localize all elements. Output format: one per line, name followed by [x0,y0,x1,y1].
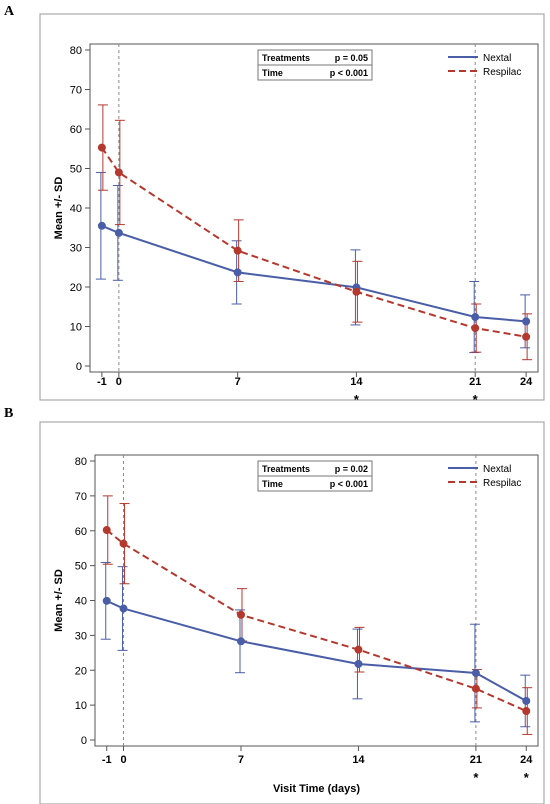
stats-p-value: p = 0.05 [335,53,368,63]
data-point [522,317,531,326]
y-tick-label: 50 [75,561,87,573]
x-tick-label: 24 [520,754,533,766]
panel-label-a: A [4,4,15,19]
data-point [233,246,242,255]
data-point [471,324,480,333]
y-tick-label: 20 [70,282,82,294]
significance-mark: * [473,770,479,785]
y-axis-title: Mean +/- SD [53,177,65,240]
x-tick-label: 21 [470,754,482,766]
data-point [119,604,128,613]
panel-label-b: B [4,406,14,421]
x-axis-title: Visit Time (days) [273,783,360,795]
legend-label: Nextal [483,464,511,475]
y-tick-label: 10 [70,322,82,334]
stats-label: Treatments [262,464,310,474]
stats-label: Time [262,68,283,78]
significance-mark: * [473,392,479,402]
x-tick-label: 24 [520,376,533,388]
x-tick-label: 14 [350,376,363,388]
y-tick-label: 30 [75,630,87,642]
y-axis-title: Mean +/- SD [53,569,65,632]
stats-label: Treatments [262,53,310,63]
y-tick-label: 50 [70,164,82,176]
y-tick-label: 0 [76,361,82,373]
y-tick-label: 60 [75,526,87,538]
stats-p-value: p < 0.001 [330,68,368,78]
data-point [97,143,106,152]
data-point [114,228,123,237]
y-tick-label: 10 [75,700,87,712]
x-tick-label: -1 [102,754,112,766]
data-point [102,596,111,605]
x-tick-label: 0 [116,376,122,388]
data-point [354,645,363,654]
data-point [471,684,480,693]
y-tick-label: 60 [70,124,82,136]
data-point [102,526,111,535]
data-point [471,313,480,322]
x-tick-label: -1 [97,376,107,388]
y-tick-label: 70 [75,491,87,503]
stats-p-value: p = 0.02 [335,464,368,474]
x-tick-label: 21 [469,376,481,388]
x-tick-label: 14 [352,754,365,766]
y-tick-label: 30 [70,243,82,255]
y-tick-label: 40 [75,596,87,608]
data-point [471,669,480,678]
y-tick-label: 70 [70,85,82,97]
y-tick-label: 40 [70,203,82,215]
significance-mark: * [524,770,530,785]
data-point [522,332,531,341]
y-tick-label: 20 [75,665,87,677]
x-tick-label: 0 [120,754,126,766]
data-point [236,610,245,619]
x-tick-label: 7 [238,754,244,766]
data-point [119,539,128,548]
data-point [233,268,242,277]
significance-mark: * [354,392,360,402]
data-point [522,707,531,716]
line-chart-b: 0 10 20 30 40 50 60 70 80 -1 0 7 14 21 * 24 * Visit Time … [39,421,545,804]
legend-label: Respilac [483,67,521,78]
data-point [522,696,531,705]
legend-label: Nextal [483,53,511,64]
data-point [236,637,245,646]
legend-label: Respilac [483,478,521,489]
x-tick-label: 7 [235,376,241,388]
series-line-respilac [101,147,527,338]
stats-p-value: p < 0.001 [330,479,368,489]
y-tick-label: 0 [81,735,87,747]
y-tick-label: 80 [75,456,87,468]
y-tick-label: 80 [70,45,82,57]
data-point [354,659,363,668]
series-line-respilac [106,529,527,712]
data-point [114,168,123,177]
data-point [97,221,106,230]
stats-label: Time [262,479,283,489]
data-point [352,287,361,296]
